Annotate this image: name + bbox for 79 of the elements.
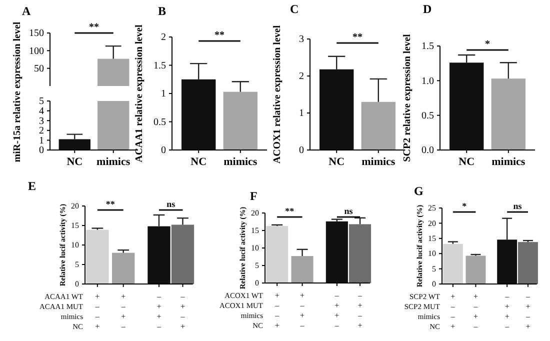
annotation: ns <box>166 199 176 209</box>
annotation: ** <box>352 32 362 43</box>
y-tick-label: 5 <box>75 260 79 270</box>
y-tick-label: 20 <box>71 202 79 211</box>
y-tick-label: 3 <box>299 34 304 46</box>
chart-title: D <box>423 2 432 16</box>
y-tick-label: 5 <box>255 261 259 270</box>
y-tick-label: 150 <box>29 28 44 40</box>
y-tick-label: 0 <box>161 145 166 156</box>
y-tick-label: 50 <box>34 64 44 75</box>
y-tick-label: 0.0 <box>422 145 434 156</box>
chart-title: A <box>22 4 31 18</box>
y-tick-label: 20 <box>428 218 436 228</box>
x-tick-label: + – – + <box>274 291 280 330</box>
y-tick-label: 15 <box>428 234 436 243</box>
x-tick-label: + – + – <box>120 292 126 331</box>
x-tick-label: – + – + <box>357 291 364 330</box>
chart-title: C <box>290 2 299 16</box>
chart-title: F <box>250 189 258 203</box>
y-tick-label: 1.5 <box>422 41 434 52</box>
x-tick-label: – + + – <box>334 291 340 330</box>
chart-title: G <box>414 184 424 198</box>
y-axis-title: ACAA1 relative expression level <box>134 24 145 162</box>
annotation: * <box>462 201 468 211</box>
x-tick-label: – + – + <box>524 292 531 331</box>
y-tick-label: 2 <box>161 32 166 44</box>
x-tick-label: – + – + <box>180 292 186 331</box>
y-axis-title: SCP2 relative expression level <box>402 34 413 162</box>
y-tick-label: 10 <box>251 244 259 253</box>
y-axis-title: ACOX1 relative expression level <box>272 25 283 164</box>
y-tick-label: 3 <box>39 116 44 127</box>
y-tick-label: 0 <box>432 280 436 289</box>
chart-title: E <box>28 179 36 193</box>
y-tick-label: 1.0 <box>422 76 434 87</box>
x-tick-label: NC <box>66 156 83 168</box>
annotation: ** <box>214 30 224 41</box>
x-tick-label: + – – + <box>450 292 456 331</box>
x-tick-label: + – + – <box>299 291 306 330</box>
y-tick-label: 1 <box>161 88 166 100</box>
y-tick-label: 2 <box>39 126 44 137</box>
y-tick-label: 5 <box>432 264 436 274</box>
x-tick-label: mimics <box>362 156 396 168</box>
x-tick-label: + – + – <box>472 292 479 331</box>
y-axis-title: miR-15a relative expression level <box>12 22 23 162</box>
y-tick-label: 25 <box>428 204 436 213</box>
x-tick-label: mimics <box>492 156 526 168</box>
y-tick-label: 0 <box>299 145 304 156</box>
y-tick-label: 100 <box>29 46 44 57</box>
x-tick-label: mimics <box>96 156 131 168</box>
y-tick-label: 1.5 <box>154 60 166 72</box>
annotation: ns <box>513 201 522 211</box>
y-tick-label: 10 <box>71 240 79 250</box>
y-tick-label: 10 <box>428 249 436 258</box>
y-tick-label: 15 <box>251 226 259 236</box>
chart-title: B <box>158 4 166 18</box>
y-tick-label: 15 <box>71 221 79 230</box>
x-tick-label: NC <box>328 156 345 168</box>
y-tick-label: 2 <box>299 71 304 82</box>
x-tick-label: – + + – <box>156 292 162 331</box>
y-tick-label: 20 <box>251 208 259 218</box>
y-tick-label: 4 <box>39 106 44 117</box>
x-tick-label: + – – + <box>94 292 100 331</box>
y-tick-label: 0 <box>255 278 259 288</box>
y-tick-label: 1 <box>39 135 44 146</box>
annotation: ns <box>344 206 354 216</box>
x-tick-label: NC <box>190 156 207 168</box>
annotation: ** <box>89 22 99 33</box>
y-tick-label: 0.5 <box>422 110 434 122</box>
annotation: * <box>485 39 490 50</box>
x-tick-label: – + + – <box>504 292 510 331</box>
annotation: ** <box>285 206 295 216</box>
y-tick-label: 0.5 <box>154 116 166 128</box>
y-tick-label: 0 <box>75 280 79 289</box>
y-tick-label: 0 <box>39 145 44 156</box>
annotation: ** <box>106 199 116 209</box>
x-tick-label: NC <box>458 156 475 168</box>
y-tick-label: 5 <box>39 96 44 108</box>
y-tick-label: 1 <box>299 108 304 120</box>
x-tick-label: mimics <box>224 156 258 168</box>
